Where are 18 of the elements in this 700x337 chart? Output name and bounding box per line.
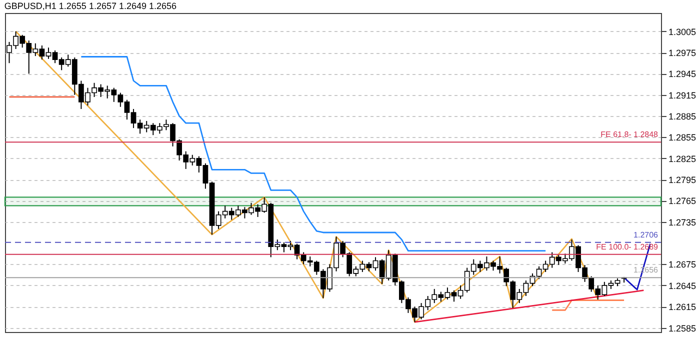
y-tick-label: 1.2945 (668, 69, 696, 80)
y-tick-label: 1.2645 (668, 280, 696, 291)
y-tick-label: 1.2975 (668, 48, 696, 58)
y-tick-label: 1.2585 (668, 323, 696, 334)
y-tick-label: 1.2825 (668, 154, 696, 164)
y-tick-label: 1.2855 (668, 132, 696, 143)
y-tick-label: 1.3005 (668, 26, 696, 37)
y-tick-label: 1.2915 (668, 90, 696, 100)
chart-title: GBPUSD,H1 1.2655 1.2657 1.2649 1.2656 (4, 1, 177, 11)
line-series (80, 56, 546, 252)
y-tick-label: 1.2615 (668, 302, 696, 312)
ref-line-label: 1.2706 (634, 230, 659, 240)
y-tick-label: 1.2795 (668, 175, 696, 186)
y-tick-label: 1.2675 (668, 260, 696, 270)
ref-line-label: FE 61.8- 1.2848 (600, 130, 659, 140)
y-tick-label: 1.2885 (668, 112, 696, 122)
y-tick-label: 1.2765 (668, 196, 696, 206)
y-tick-label: 1.2735 (668, 217, 696, 228)
